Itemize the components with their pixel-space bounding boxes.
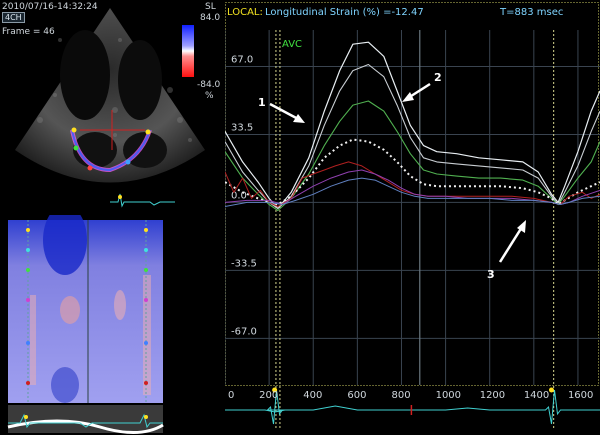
y-tick-label: 67.0 (231, 55, 253, 66)
x-tick-label: 1000 (436, 390, 461, 401)
strain-series-2 (225, 63, 600, 210)
colorbar-unit: % (205, 91, 214, 101)
avc-label: AVC (282, 39, 303, 50)
x-tick-label: 600 (347, 390, 366, 401)
local-label: LOCAL: (227, 7, 263, 18)
strain-title: Longitudinal Strain (%) =-12.47 (265, 7, 424, 18)
ecg-line (225, 389, 600, 425)
curved-mmode-panel[interactable] (0, 215, 225, 435)
x-tick-label: 1200 (480, 390, 505, 401)
arrow-2-label: 2 (434, 71, 442, 84)
echo-image (15, 8, 205, 208)
y-tick-label: -33.5 (231, 258, 257, 269)
x-tick-label: 1400 (524, 390, 549, 401)
strain-chart: 67.0 33.5 0.0 -33.5 -67.0 0 200 400 600 800 1000 1… (225, 2, 600, 430)
y-tick-label: -67.0 (231, 326, 257, 337)
strain-series-5 (225, 161, 600, 207)
time-readout: T=883 msec (500, 7, 564, 18)
y-tick-label: 0.0 (231, 190, 247, 201)
view-4ch-button[interactable]: 4CH (2, 12, 25, 23)
echo-image-panel[interactable]: 2010/07/16-14:32:24 4CH Frame = 46 SL 84… (0, 0, 225, 215)
curved-mmode-image (7, 215, 164, 435)
y-tick-label: 33.5 (231, 122, 253, 133)
ecg-marker (272, 387, 278, 393)
x-tick-label: 200 (259, 390, 278, 401)
strain-colorbar (182, 25, 194, 77)
arrow-3 (498, 220, 526, 263)
arrow-3-label: 3 (487, 268, 495, 281)
strain-series-6 (225, 169, 600, 205)
timestamp: 2010/07/16-14:32:24 (2, 2, 98, 12)
colorbar-title: SL (205, 2, 216, 12)
x-tick-label: 0 (228, 390, 234, 401)
colorbar-max: 84.0 (200, 13, 221, 23)
frame-counter: Frame = 46 (2, 27, 55, 37)
strain-series-1 (225, 41, 600, 210)
strain-series-7 (225, 177, 600, 207)
x-tick-label: 800 (391, 390, 410, 401)
x-tick-label: 400 (303, 390, 322, 401)
arrow-1 (269, 102, 305, 123)
arrow-2 (402, 82, 431, 102)
ecg-marker (548, 387, 554, 393)
arrow-1-label: 1 (258, 96, 266, 109)
strain-curve-panel[interactable]: 67.0 33.5 0.0 -33.5 -67.0 0 200 400 600 800 1000 1… (225, 0, 600, 435)
x-tick-label: 1600 (568, 390, 593, 401)
strain-series-4 (225, 138, 600, 206)
ecg-trace (225, 387, 600, 425)
colorbar-min: -84.0 (197, 80, 221, 90)
